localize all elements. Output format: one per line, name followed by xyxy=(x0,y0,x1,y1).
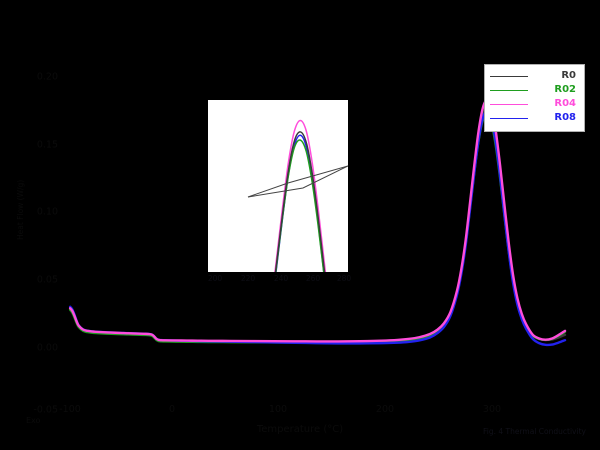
inset-series-line-r0 xyxy=(274,131,326,272)
inset-x-tick-label: 260 xyxy=(305,274,321,283)
inset-curve-group xyxy=(274,119,327,272)
series-line-r04 xyxy=(68,98,567,343)
legend-label-r02: R02 xyxy=(554,84,576,95)
inset-x-tick-label: 240 xyxy=(273,274,289,283)
inset-plot xyxy=(208,100,348,272)
inset-plot-svg xyxy=(247,119,348,272)
legend-label-r08: R08 xyxy=(554,112,576,123)
inset-x-tick-labels: 200 220 240 260 280 xyxy=(207,274,352,288)
legend-swatch-r08 xyxy=(490,117,528,119)
legend-swatch-r02 xyxy=(490,89,528,91)
y-tick-label: 0.15 xyxy=(36,139,58,151)
y-tick-label: -0.05 xyxy=(33,404,58,416)
inset-series-line-r02 xyxy=(275,139,325,272)
y-tick-label: 0.10 xyxy=(36,206,58,218)
x-axis-title: Temperature (°C) xyxy=(256,424,344,435)
figure-caption: Fig. 4 Thermal Conductivity xyxy=(483,427,586,436)
inset-series-line-r04 xyxy=(274,119,327,272)
legend-label-r0: R0 xyxy=(561,70,576,81)
inset-x-tick-label: 280 xyxy=(336,274,352,283)
inset-x-tick-label: 200 xyxy=(207,274,223,283)
inset-x-tick-label: 220 xyxy=(240,274,256,283)
legend-swatch-r0 xyxy=(490,75,528,77)
legend-item[interactable]: R02 xyxy=(490,83,578,97)
y-axis-title: Heat Flow (W/g) xyxy=(16,179,25,240)
y-tick-label: 0.00 xyxy=(36,342,58,354)
x-tick-label: 200 xyxy=(375,404,395,415)
legend-item[interactable]: R04 xyxy=(490,97,578,111)
x-tick-label: 0 xyxy=(168,404,176,415)
x-tick-label: 300 xyxy=(482,404,502,415)
x-tick-label: -100 xyxy=(59,404,81,415)
legend-box[interactable]: R0 R02 R04 R08 xyxy=(484,64,585,132)
y-tick-label: 0.05 xyxy=(36,274,58,286)
inset-leader-line xyxy=(247,165,348,198)
exo-direction-note: Exo xyxy=(26,416,41,425)
x-tick-label: 100 xyxy=(268,404,288,415)
legend-item[interactable]: R08 xyxy=(490,111,578,125)
legend-swatch-r04 xyxy=(490,103,528,105)
legend-label-r04: R04 xyxy=(554,98,576,109)
y-tick-label: 0.20 xyxy=(36,71,58,83)
legend-item[interactable]: R0 xyxy=(490,69,578,83)
main-curve-group xyxy=(68,98,567,347)
